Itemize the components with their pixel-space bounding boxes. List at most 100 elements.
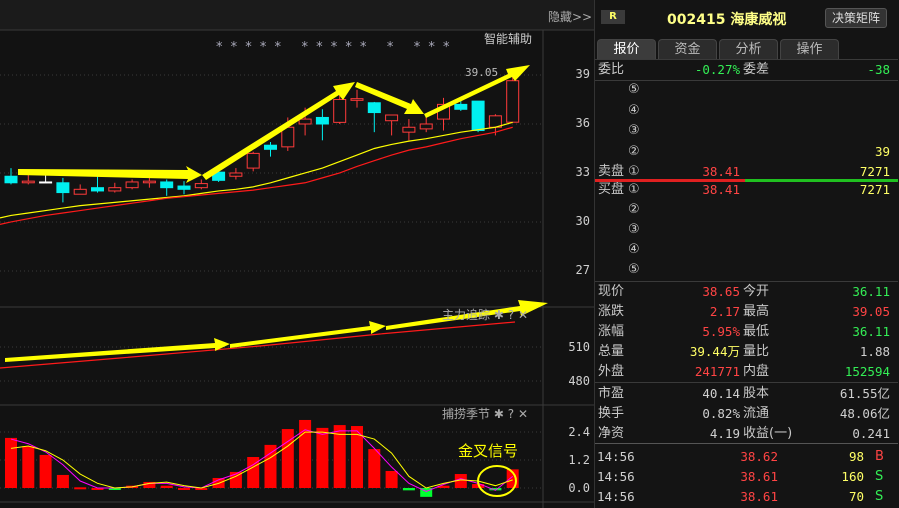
candle-body [402,126,416,133]
candle [229,168,243,180]
indicator-bar [368,449,381,488]
candle-body [56,182,70,194]
indicator-bar [281,429,294,488]
candle [350,89,364,108]
stock-title: 002415 海康威视 [667,12,787,28]
candle-body [108,187,122,192]
candle [264,141,277,157]
trade-row: 14:56 38.61 160 S [597,469,884,484]
candle-body [91,187,104,192]
order-book-row: ② 39 [628,143,890,159]
candle-body [385,114,399,122]
candle [194,179,208,190]
trade-row: 14:56 38.62 98 B [597,449,884,464]
candle [367,101,381,133]
candle-body [177,185,191,190]
candle-body [194,183,208,189]
pane3-tick: 2.4 [568,425,590,439]
arrow-icon [5,338,230,362]
arrow-icon [424,65,530,118]
indicator-bar [264,444,277,488]
candle-body [454,103,468,110]
indicator-bar [108,488,121,490]
gear-icon[interactable]: ✱ [493,407,504,421]
order-book-row: ② [628,202,640,217]
order-book-row: ③ [628,222,640,237]
candle [108,182,122,193]
indicator-line-slow [10,431,513,489]
indicator-bar [316,427,329,488]
candle-body [142,180,156,184]
candle-body [471,100,485,132]
candle [177,181,191,195]
stat-row: 外盘 241771 内盘 152594 [598,364,890,379]
question-icon[interactable]: ? [507,308,515,322]
tab-operation[interactable]: 操作 [780,39,839,59]
hide-button[interactable]: 隐藏>> [548,10,593,24]
candle-body [264,144,277,150]
candle-body [298,118,312,125]
question-icon[interactable]: ? [507,407,515,421]
arrow-icon [386,300,548,330]
ma-long-line [0,126,513,226]
indicator-bar [91,488,104,490]
price-tick: 30 [575,214,590,228]
candle-body [212,171,226,181]
kline-chart[interactable] [0,0,594,508]
price-tick: 36 [575,116,590,130]
indicator-bar [5,437,17,488]
candle [333,94,347,124]
indicator-bar [74,487,87,490]
golden-cross-circle [477,465,517,497]
candle-body [21,180,35,184]
candle [402,119,416,141]
pane2-tick: 510 [568,340,590,354]
high-price-label: 39.05 [465,66,499,79]
main-force-line [0,321,516,369]
indicator-title: 智能辅助 [484,32,533,46]
indicator-bar [437,485,450,488]
stat-row: 总量 39.44万 量比 1.88 [598,344,890,359]
close-icon[interactable]: ✕ [517,407,528,421]
trade-row: 14:56 38.61 70 S [597,489,884,504]
price-tick: 33 [575,165,590,179]
pane3-tick: 1.2 [568,453,590,467]
candle-body [73,188,87,195]
candle [56,177,70,203]
stat-row: 净资 4.19 收益(一) 0.241 [598,426,890,441]
tab-analysis[interactable]: 分析 [719,39,778,59]
indicator-bar [402,488,415,491]
tab-quote[interactable]: 报价 [597,39,656,59]
close-icon[interactable]: ✕ [517,308,528,322]
indicator-bar [56,474,69,488]
pane2-title: 主力追踪 ✱ ? ✕ [442,308,528,322]
order-book-row: ⑤ [628,82,640,97]
arrow-icon [355,82,424,114]
indicator-bar [385,470,398,488]
tab-funds[interactable]: 资金 [658,39,717,59]
quote-panel: R 002415 海康威视 决策矩阵 报价 资金 分析 操作 委比 -0.27%… [594,0,899,508]
gear-icon[interactable]: ✱ [493,308,504,322]
buy-bar [745,179,898,182]
stat-row: 换手 0.82% 流通 48.06亿 [598,406,890,421]
price-tick: 39 [575,67,590,81]
candle-body [506,80,520,123]
candle [471,100,485,133]
order-book-row: ⑤ [628,262,640,277]
stat-row: 涨跌 2.17 最高 39.05 [598,304,890,319]
golden-cross-label: 金叉信号 [458,442,519,460]
price-tick: 27 [575,263,590,277]
order-book-row: 买盘 ① 38.41 7271 [598,182,890,197]
arrow-icon [230,321,386,348]
indicator-bar [420,488,433,497]
indicator-bar [195,488,208,490]
indicator-bar [454,474,467,488]
candle-body [4,175,18,184]
candle [506,74,520,123]
indicator-bar [247,457,260,488]
decision-matrix-button[interactable]: 决策矩阵 [825,8,887,28]
candle-body [39,181,53,184]
pane3-title: 捕捞季节 ✱ ? ✕ [442,407,528,421]
candle-body [125,181,139,189]
stat-row: 现价 38.65 今开 36.11 [598,284,890,299]
